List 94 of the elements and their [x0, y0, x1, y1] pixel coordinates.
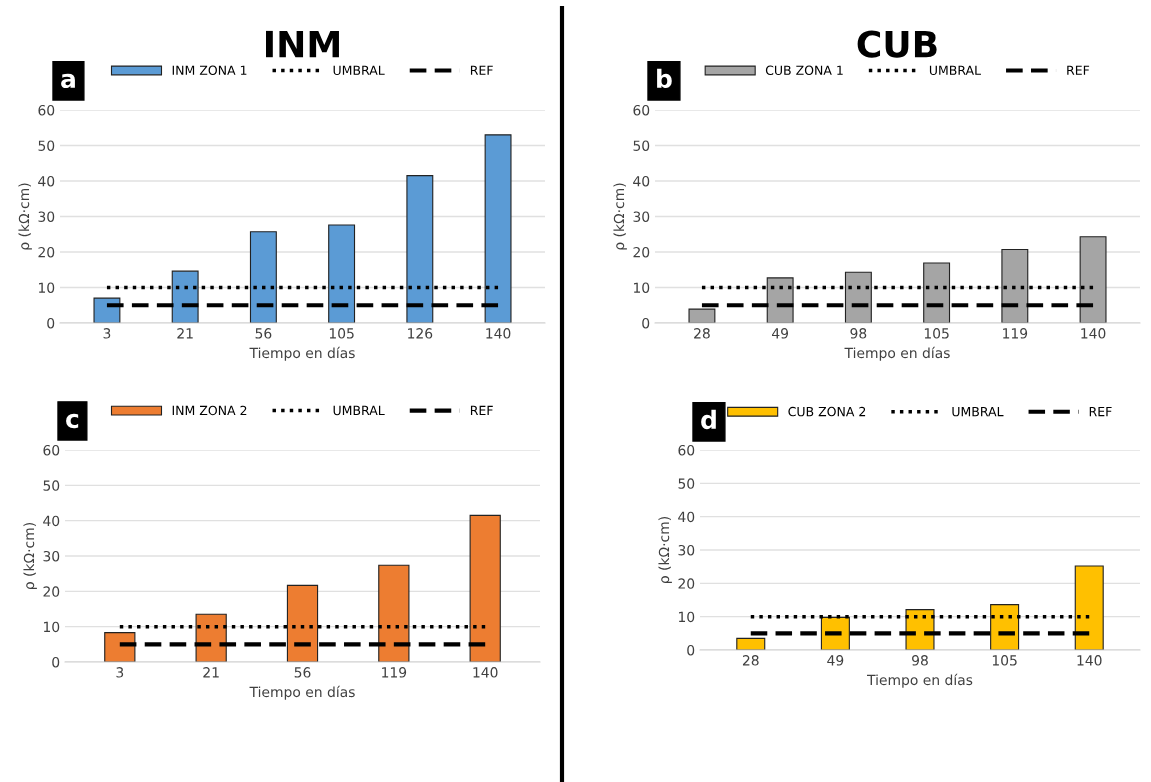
y-tick-label: 20 [633, 246, 650, 258]
y-tick-label: 50 [38, 140, 55, 151]
y-tick-label: 60 [678, 444, 695, 456]
text: a [61, 73, 75, 89]
y-tick-label: 30 [43, 550, 60, 562]
x-tick-label: 105 [329, 328, 354, 339]
y-axis-title: ρ (kΩ·cm) [613, 183, 627, 250]
y-tick-label: 10 [678, 611, 695, 623]
y-tick-label: 40 [38, 175, 55, 187]
y-tick-label: 40 [633, 175, 650, 187]
x-tick-label: 140 [486, 328, 511, 339]
chart-title: INM [266, 30, 339, 58]
legend-label: REF [470, 65, 493, 75]
x-tick-label: 56 [255, 328, 272, 339]
text: b [657, 68, 672, 89]
y-tick-label: 60 [38, 104, 55, 116]
y-tick-label: 10 [43, 621, 60, 633]
x-tick-label: 56 [294, 667, 311, 678]
y-axis-title: ρ (kΩ·cm) [18, 183, 32, 250]
bar [195, 613, 227, 662]
bar [923, 262, 951, 323]
legend-label: INM ZONA 1 [172, 65, 247, 76]
text: c [66, 413, 79, 429]
bar [171, 270, 199, 323]
y-tick-label: 20 [43, 586, 60, 597]
bar [378, 564, 410, 662]
bar [249, 231, 277, 323]
x-tick-label: 98 [912, 655, 928, 666]
legend-label: CUB ZONA 2 [788, 406, 866, 417]
x-tick-label: 21 [177, 328, 193, 339]
x-tick-label: 140 [1077, 655, 1102, 666]
y-tick-label: 0 [47, 317, 55, 329]
bar [688, 308, 716, 323]
y-axis-title: ρ (kΩ·cm) [23, 523, 37, 589]
legend-label: REF [1089, 407, 1112, 417]
x-tick-label: 105 [924, 328, 949, 339]
y-tick-label: 0 [687, 644, 695, 656]
x-tick-label: 140 [473, 667, 498, 678]
y-tick-label: 40 [678, 511, 695, 523]
bar [484, 134, 512, 323]
y-tick-label: 20 [678, 578, 695, 589]
legend-label: REF [470, 405, 493, 415]
y-tick-label: 10 [633, 282, 650, 293]
x-tick-label: 49 [772, 328, 789, 339]
x-axis-title: Tiempo en días [844, 346, 950, 361]
chart-title: CUB [857, 30, 937, 58]
x-tick-label: 3 [103, 328, 111, 339]
x-axis-title: Tiempo en días [249, 685, 355, 700]
bar [736, 637, 766, 650]
legend-label: UMBRAL [333, 65, 385, 76]
y-tick-label: 50 [43, 480, 60, 491]
bar [844, 271, 872, 323]
x-tick-label: 21 [203, 667, 219, 678]
x-tick-label: 98 [850, 328, 867, 339]
y-tick-label: 30 [38, 211, 55, 222]
y-tick-label: 30 [678, 544, 695, 556]
y-tick-label: 40 [43, 515, 60, 527]
bar [1001, 248, 1029, 323]
bar [469, 514, 501, 662]
x-axis-title: Tiempo en días [867, 673, 973, 688]
y-tick-label: 50 [633, 140, 650, 151]
legend-label: UMBRAL [929, 65, 981, 76]
y-tick-label: 60 [633, 104, 650, 116]
y-tick-label: 20 [38, 246, 55, 258]
y-axis-title: ρ (kΩ·cm) [658, 517, 672, 583]
bar [1074, 565, 1104, 650]
y-tick-label: 0 [642, 317, 650, 329]
y-tick-label: 60 [43, 444, 60, 456]
bar [286, 584, 319, 662]
bar [990, 604, 1020, 650]
bar [406, 175, 434, 323]
x-tick-label: 140 [1081, 328, 1106, 339]
y-tick-label: 0 [52, 656, 60, 668]
legend-label: CUB ZONA 1 [765, 65, 843, 76]
y-tick-label: 30 [633, 211, 650, 222]
legend-label: INM ZONA 2 [172, 405, 247, 416]
x-tick-label: 28 [694, 328, 710, 339]
legend-label: REF [1067, 65, 1090, 75]
legend-label: UMBRAL [333, 405, 385, 416]
text: d [701, 409, 716, 430]
bar [1079, 236, 1107, 323]
y-tick-label: 50 [678, 478, 695, 489]
x-tick-label: 126 [408, 328, 433, 339]
x-tick-label: 119 [382, 667, 407, 678]
x-tick-label: 105 [992, 655, 1017, 666]
legend-label: UMBRAL [952, 407, 1004, 417]
x-tick-label: 3 [116, 667, 124, 678]
bar [328, 224, 356, 323]
x-axis-title: Tiempo en días [249, 346, 355, 361]
bar [104, 632, 136, 662]
x-tick-label: 49 [827, 655, 844, 666]
x-tick-label: 28 [742, 655, 759, 666]
y-tick-label: 10 [38, 282, 55, 293]
x-tick-label: 119 [1003, 328, 1028, 339]
